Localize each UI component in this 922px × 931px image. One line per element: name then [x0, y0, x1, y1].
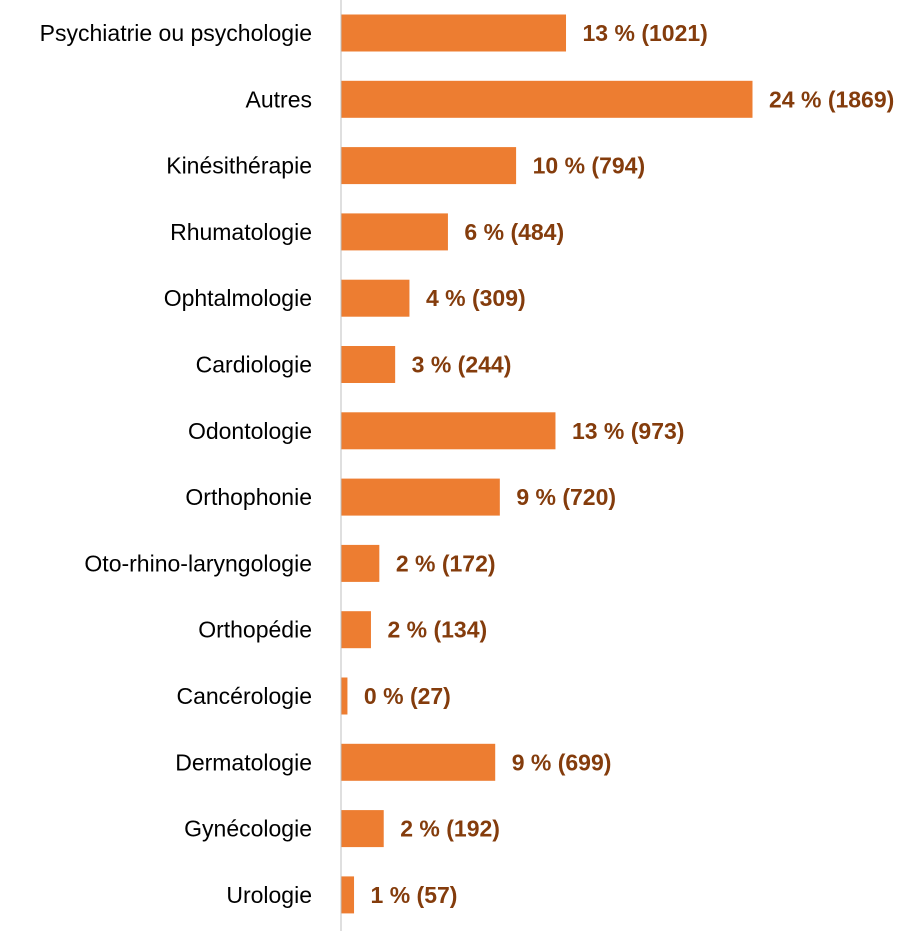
data-label: 13 % (973) [572, 418, 685, 444]
data-label: 6 % (484) [464, 219, 564, 245]
labels-group: Psychiatrie ou psychologie 13 % (1021) Aut… [40, 20, 895, 908]
data-label: 2 % (192) [400, 816, 500, 842]
category-label: Oto-rhino-laryngologie [84, 550, 312, 576]
bar [341, 544, 380, 582]
category-label: Urologie [226, 882, 312, 908]
category-label: Orthopédie [198, 617, 312, 643]
data-label: 1 % (57) [371, 882, 458, 908]
bar [341, 14, 567, 52]
category-label: Rhumatologie [170, 219, 312, 245]
bar [341, 876, 355, 914]
data-label: 3 % (244) [412, 352, 512, 378]
bar [341, 810, 384, 848]
category-label: Psychiatrie ou psychologie [40, 20, 312, 46]
data-label: 24 % (1869) [769, 86, 894, 112]
bar [341, 412, 556, 450]
bar [341, 80, 753, 118]
bars-group [341, 14, 753, 914]
category-label: Ophtalmologie [164, 285, 312, 311]
data-label: 9 % (720) [516, 484, 616, 510]
category-label: Odontologie [188, 418, 312, 444]
data-label: 10 % (794) [533, 153, 646, 179]
data-label: 2 % (172) [396, 550, 496, 576]
category-label: Autres [246, 86, 312, 112]
category-label: Cardiologie [196, 352, 312, 378]
category-label: Cancérologie [176, 683, 312, 709]
data-label: 0 % (27) [364, 683, 451, 709]
bar [341, 611, 371, 649]
category-label: Gynécologie [184, 816, 312, 842]
bar [341, 147, 517, 185]
category-label: Orthophonie [185, 484, 312, 510]
bar [341, 346, 396, 383]
category-label: Kinésithérapie [166, 153, 312, 179]
data-label: 2 % (134) [387, 617, 487, 643]
bar [341, 478, 500, 516]
bar [341, 743, 496, 781]
bar [341, 213, 448, 251]
data-label: 13 % (1021) [583, 20, 708, 46]
data-label: 9 % (699) [512, 749, 612, 775]
category-label: Dermatologie [175, 749, 312, 775]
bar [341, 677, 348, 715]
data-label: 4 % (309) [426, 285, 526, 311]
bar [341, 279, 410, 317]
